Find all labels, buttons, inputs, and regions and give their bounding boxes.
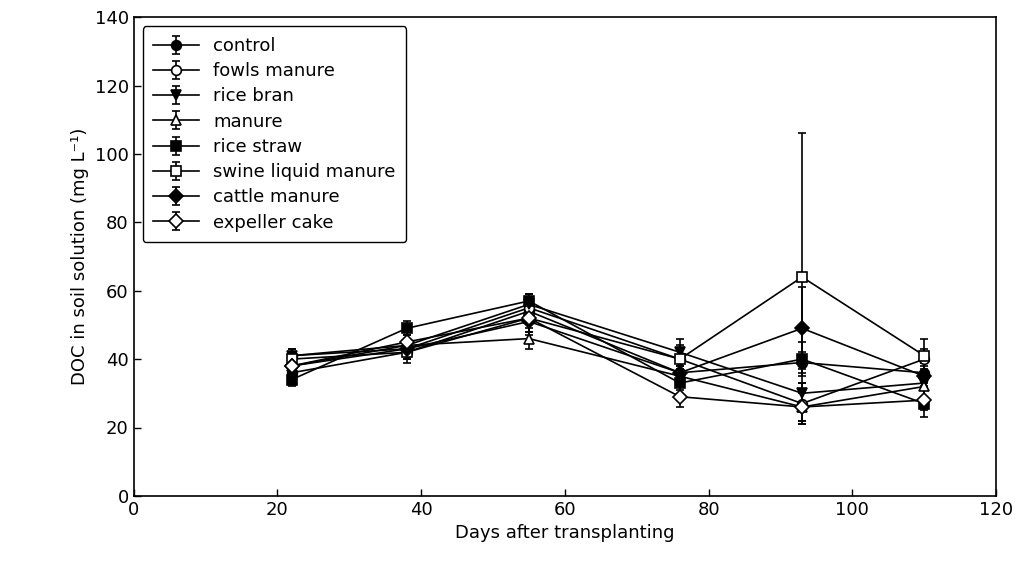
Legend: control, fowls manure, rice bran, manure, rice straw, swine liquid manure, cattl: control, fowls manure, rice bran, manure…: [143, 26, 406, 242]
Y-axis label: DOC in soil solution (mg L⁻¹): DOC in soil solution (mg L⁻¹): [71, 128, 89, 385]
X-axis label: Days after transplanting: Days after transplanting: [455, 524, 675, 542]
